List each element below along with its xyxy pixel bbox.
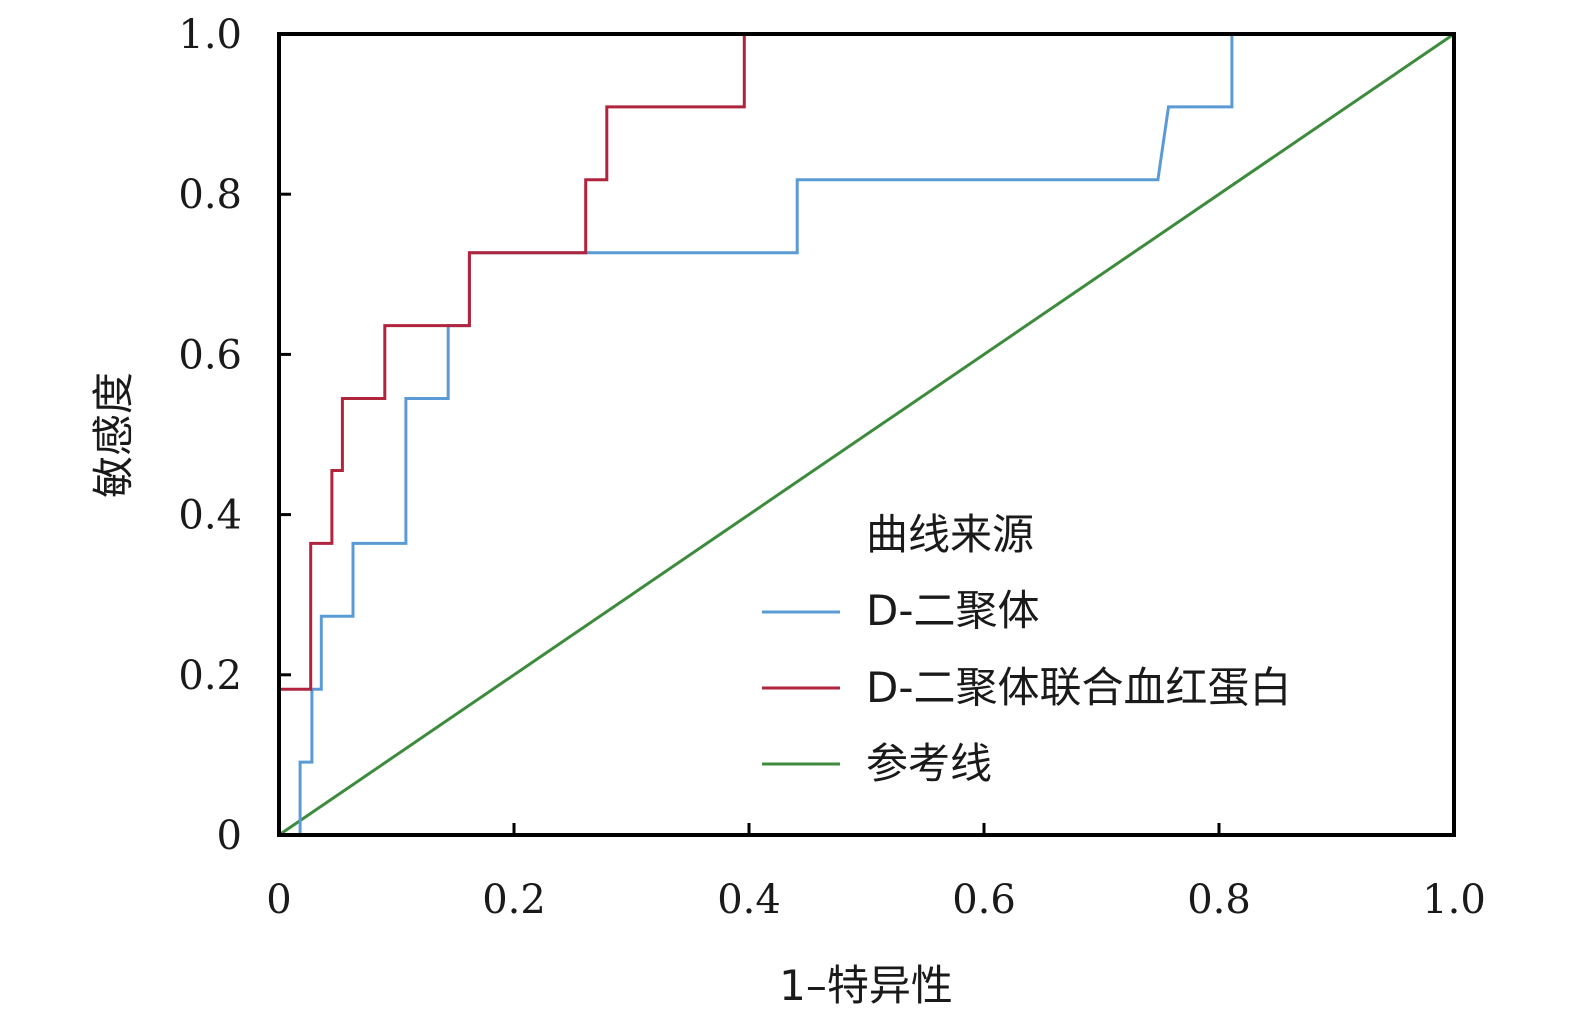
x-tick-label: 0.2 <box>482 877 546 923</box>
y-tick-label: 0.2 <box>178 653 242 699</box>
y-axis-title: 敏感度 <box>89 372 138 498</box>
y-tick-label: 0.6 <box>178 332 242 378</box>
plot-frame <box>277 32 1456 837</box>
y-tick-label: 0.4 <box>178 493 242 539</box>
legend: 曲线来源 D-二聚体 D-二聚体联合血红蛋白 参考线 <box>762 510 1292 788</box>
y-tick-label: 0.8 <box>178 172 242 218</box>
x-axis-title: 1–特异性 <box>779 961 953 1010</box>
series-d-dimer-hemoglobin-line <box>277 32 1454 835</box>
x-tick-label: 1.0 <box>1422 877 1486 923</box>
x-tick-label: 0 <box>266 877 291 923</box>
series-layer <box>277 32 1455 837</box>
y-tick-label: 0 <box>217 813 242 859</box>
legend-label-d-dimer: D-二聚体 <box>866 586 1040 635</box>
x-tick-label: 0.4 <box>717 877 781 923</box>
x-axis-ticks: 0 0.2 0.4 0.6 0.8 1.0 <box>266 823 1486 923</box>
legend-label-reference-line: 参考线 <box>866 739 992 788</box>
legend-title: 曲线来源 <box>866 510 1034 559</box>
x-tick-label: 0.6 <box>952 877 1016 923</box>
series-d-dimer-line <box>279 32 1454 837</box>
y-axis-ticks: 0 0.2 0.4 0.6 0.8 1.0 <box>178 12 291 859</box>
y-tick-label: 1.0 <box>178 12 242 58</box>
series-reference-line <box>278 32 1455 837</box>
legend-label-d-dimer-hemoglobin: D-二聚体联合血红蛋白 <box>866 663 1292 712</box>
x-tick-label: 0.8 <box>1187 877 1251 923</box>
